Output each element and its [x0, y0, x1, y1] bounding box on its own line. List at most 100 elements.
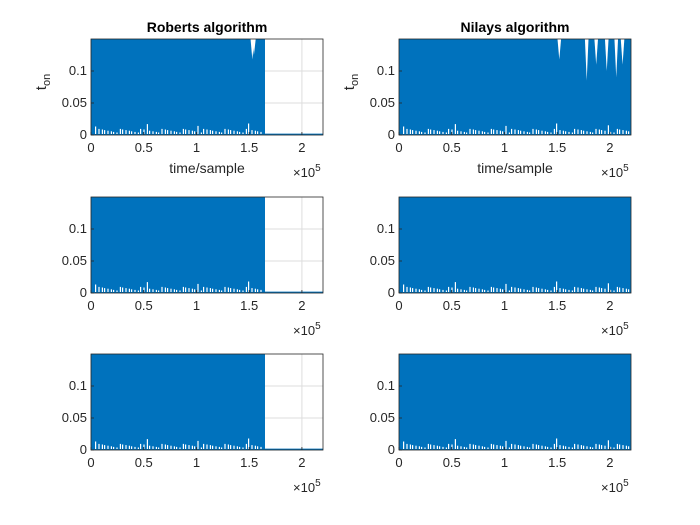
signal-gap — [218, 289, 220, 292]
signal-gap — [233, 445, 235, 449]
signal-gap — [188, 288, 190, 292]
signal-gap — [170, 288, 172, 292]
signal-gap — [622, 445, 624, 449]
signal-gap — [553, 128, 555, 134]
signal-gap — [529, 290, 531, 292]
subplot-6: 0 0.5 1 1.5 2 0 0.05 0.1 ×105 — [370, 353, 632, 495]
signal-series-fill — [399, 197, 631, 293]
signal-gap — [188, 445, 190, 449]
x-tick-label: 0 — [87, 298, 94, 313]
y-axis-label: ton — [33, 74, 53, 90]
signal-gap — [248, 281, 250, 292]
signal-gap — [553, 286, 555, 292]
signal-gap — [478, 445, 480, 449]
signal-gap — [116, 132, 118, 134]
signal-gap — [137, 447, 139, 449]
x-axis-label: time/sample — [477, 160, 553, 176]
signal-gap — [604, 445, 606, 449]
signal-gap — [119, 286, 121, 292]
signal-gap — [191, 445, 193, 449]
signal-gap — [607, 440, 609, 449]
x-tick-label: 0.5 — [443, 298, 461, 313]
x-exponent-base: ×10 — [293, 165, 315, 180]
signal-gap — [415, 130, 417, 134]
signal-gap — [580, 445, 582, 449]
x-tick-label: 1.5 — [548, 140, 566, 155]
signal-gap — [194, 289, 196, 292]
signal-gap — [469, 286, 471, 292]
signal-gap — [176, 446, 178, 449]
signal-gap — [541, 288, 543, 292]
signal-gap — [520, 288, 522, 292]
signal-gap — [472, 444, 474, 449]
signal-gap — [565, 289, 567, 292]
signal-gap — [170, 445, 172, 449]
y-tick-label: 0 — [80, 127, 87, 142]
signal-gap — [206, 444, 208, 449]
signal-series-fill — [91, 197, 265, 293]
signal-gap — [505, 440, 507, 449]
signal-gap — [403, 126, 405, 134]
signal-gap — [412, 130, 414, 134]
axes-box — [90, 353, 324, 451]
signal-gap — [149, 130, 151, 134]
signal-gap — [167, 130, 169, 134]
y-tick-label: 0.05 — [62, 253, 87, 268]
signal-gap — [439, 131, 441, 134]
signal-gap — [146, 124, 148, 134]
signal-gap — [502, 131, 504, 134]
signal-gap — [601, 288, 603, 292]
signal-dip — [252, 39, 256, 55]
signal-gap — [550, 132, 552, 134]
signal-gap — [406, 443, 408, 449]
signal-gap — [553, 443, 555, 449]
subplot-4: 0 0.5 1 1.5 2 0 0.05 0.1 ×105 — [370, 196, 632, 338]
signal-gap — [206, 129, 208, 134]
signal-gap — [101, 287, 103, 292]
x-tick-label: 2 — [606, 298, 613, 313]
signal-gap — [622, 130, 624, 134]
signal-gap — [496, 445, 498, 449]
signal-gap — [221, 132, 223, 134]
signal-gap — [140, 128, 142, 134]
signal-series-fill — [399, 39, 631, 135]
signal-gap — [113, 131, 115, 134]
x-tick-label: 1.5 — [548, 298, 566, 313]
signal-gap — [541, 445, 543, 449]
signal-gap — [481, 289, 483, 292]
signal-gap — [128, 445, 130, 449]
signal-gap — [532, 443, 534, 449]
signal-gap — [197, 440, 199, 449]
x-exponent-base: ×10 — [601, 480, 623, 495]
signal-gap — [481, 446, 483, 449]
signal-gap — [457, 445, 459, 449]
signal-gap — [101, 129, 103, 134]
y-tick-label: 0.05 — [370, 95, 395, 110]
signal-gap — [457, 130, 459, 134]
signal-gap — [104, 288, 106, 292]
signal-gap — [532, 286, 534, 292]
signal-gap — [481, 131, 483, 134]
signal-gap — [520, 130, 522, 134]
subplot-2: 0 0.5 1 1.5 2 0 0.05 0.1 ×105 Nilays algorithm tim… — [341, 19, 632, 180]
signal-gap — [173, 289, 175, 292]
signal-gap — [200, 132, 202, 134]
signal-gap — [538, 130, 540, 134]
signal-gap — [104, 130, 106, 134]
signal-gap — [137, 290, 139, 292]
signal-gap — [430, 287, 432, 292]
signal-gap — [164, 287, 166, 292]
signal-gap — [577, 444, 579, 449]
signal-gap — [155, 289, 157, 292]
signal-gap — [179, 290, 181, 292]
signal-gap — [415, 445, 417, 449]
x-exponent-label: ×105 — [293, 321, 321, 338]
signal-gap — [224, 286, 226, 292]
x-tick-label: 1.5 — [240, 140, 258, 155]
signal-gap — [143, 287, 145, 292]
signal-gap — [598, 287, 600, 292]
x-tick-label: 2 — [298, 455, 305, 470]
signal-gap — [622, 288, 624, 292]
x-exponent-label: ×105 — [601, 163, 629, 180]
signal-dip — [614, 39, 619, 78]
